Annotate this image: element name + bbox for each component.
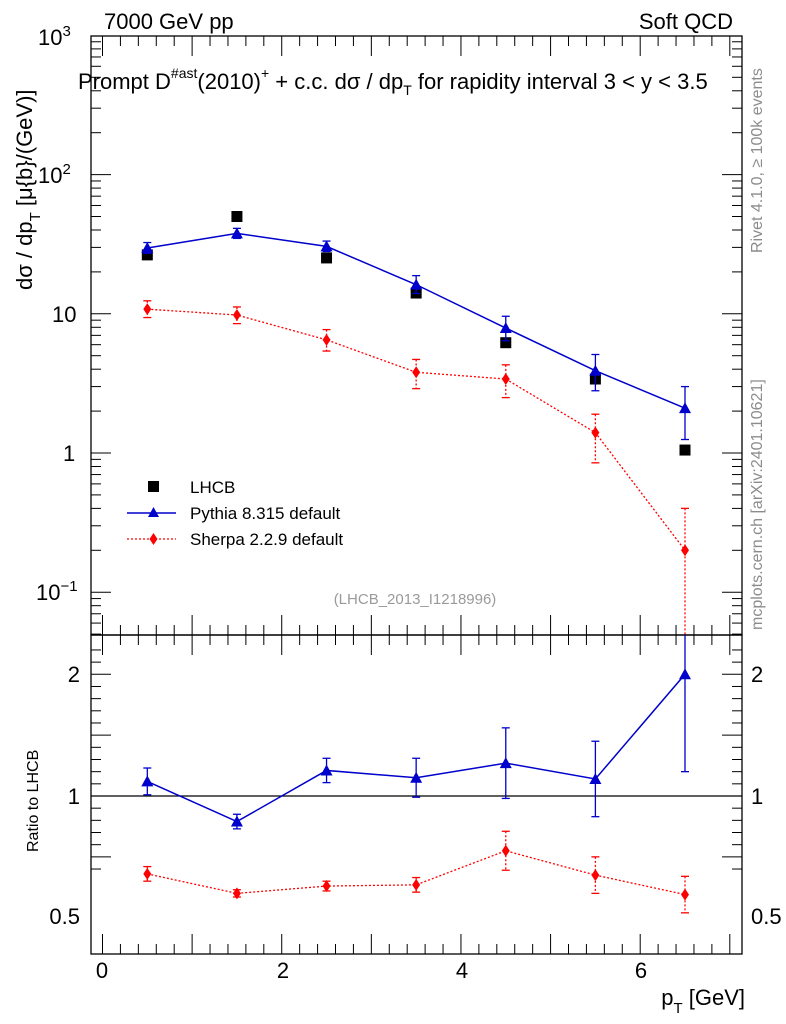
legend-label-lhcb: LHCB <box>190 478 235 497</box>
main-sherpa-point <box>322 333 331 346</box>
main-pythia-point <box>679 402 691 414</box>
ratio-pythia-point <box>589 772 602 784</box>
ratio-pythia-point <box>320 764 333 776</box>
legend-marker-pythia <box>148 507 159 517</box>
legend-entry-pythia: Pythia 8.315 default <box>127 504 341 523</box>
legend-label-pythia: Pythia 8.315 default <box>190 504 341 523</box>
main-axis-ticks <box>91 36 742 635</box>
ratio-y-tick-1: 1 <box>68 784 80 809</box>
x-axis-label: pT [GeV] <box>661 985 745 1017</box>
legend-label-sherpa: Sherpa 2.2.9 default <box>190 530 343 549</box>
x-tick-2: 2 <box>277 958 289 983</box>
ratio-y-tick-labels-left: 0.5 1 2 <box>49 662 80 929</box>
main-pythia-point <box>499 322 512 334</box>
x-tick-6: 6 <box>635 958 647 983</box>
x-tick-labels: 0 2 4 6 <box>96 958 647 983</box>
chart-title: Prompt D#ast(2010)+ + c.c. dσ / dpT for … <box>78 65 708 98</box>
ratio-y-tick-0.5: 0.5 <box>49 904 80 929</box>
y-tick-label-1e2: 102 <box>38 161 71 188</box>
ratio-pythia-point <box>410 771 423 783</box>
y-tick-label-1e3: 103 <box>38 23 71 50</box>
main-lhcb-point <box>231 211 243 223</box>
legend-marker-lhcb <box>148 481 159 492</box>
ratio-pythia-point <box>679 668 691 680</box>
ratio-sherpa-point <box>322 880 331 893</box>
ratio-pythia-line <box>147 673 686 823</box>
rivet-version-label: Rivet 4.1.0, ≥ 100k events <box>749 68 766 253</box>
ratio-data-layer <box>141 635 691 914</box>
main-data-layer <box>141 211 691 635</box>
main-sherpa-point <box>681 544 689 557</box>
analysis-annotation: (LHCB_2013_I1218996) <box>334 591 497 608</box>
main-sherpa-point <box>412 366 421 379</box>
main-frame <box>90 35 743 636</box>
main-lhcb-point <box>679 444 691 456</box>
ratio-y-tick-1-right: 1 <box>751 784 763 809</box>
process-label: Soft QCD <box>639 9 733 34</box>
main-pythia-point <box>410 278 423 290</box>
ratio-y-tick-2-right: 2 <box>751 662 763 687</box>
ratio-y-tick-2: 2 <box>68 662 80 687</box>
main-pythia-point <box>589 364 602 376</box>
legend-marker-sherpa <box>149 533 158 545</box>
ratio-sherpa-point <box>143 867 152 880</box>
x-tick-4: 4 <box>456 958 468 983</box>
ratio-panel: 0.5 1 2 0.5 1 2 0 2 4 6 Ratio to LHCB pT… <box>25 634 782 1017</box>
mcplots-source-label: mcplots.cern.ch [arXiv:2401.10621] <box>749 379 766 630</box>
ratio-sherpa-point <box>412 878 421 891</box>
ratio-sherpa-point <box>591 869 600 882</box>
main-lhcb-point <box>321 252 333 264</box>
ratio-y-tick-0.5-right: 0.5 <box>751 904 782 929</box>
main-y-axis-label: dσ / dpT [μ{b}/(GeV)] <box>12 89 44 290</box>
ratio-pythia-point <box>230 815 243 827</box>
ratio-sherpa-point <box>681 888 689 901</box>
y-tick-label-10: 10 <box>52 302 76 327</box>
main-pythia-point <box>320 240 333 252</box>
main-sherpa-point <box>143 303 152 316</box>
main-lhcb-point <box>141 249 153 261</box>
y-tick-label-1: 1 <box>63 441 75 466</box>
ratio-sherpa-point <box>232 887 241 900</box>
energy-label: 7000 GeV pp <box>104 9 234 34</box>
ratio-y-tick-labels-right: 0.5 1 2 <box>751 662 782 929</box>
ratio-sherpa-point <box>501 844 510 857</box>
legend-entry-lhcb: LHCB <box>148 478 235 497</box>
ratio-pythia-point <box>141 775 154 787</box>
main-sherpa-point <box>232 309 241 322</box>
main-lhcb-point <box>500 337 512 349</box>
legend: LHCB Pythia 8.315 default Sherpa 2.2.9 d… <box>127 478 343 549</box>
main-sherpa-point <box>591 426 600 439</box>
main-panel: 10−1 1 10 102 103 Prompt D#ast(2010)+ + … <box>12 23 743 636</box>
x-tick-0: 0 <box>96 958 108 983</box>
legend-entry-sherpa: Sherpa 2.2.9 default <box>127 530 343 549</box>
y-tick-label-1e-1: 10−1 <box>36 578 78 605</box>
ratio-y-axis-label: Ratio to LHCB <box>25 750 42 852</box>
main-y-tick-labels: 10−1 1 10 102 103 <box>36 23 78 605</box>
main-pythia-line <box>147 232 686 409</box>
ratio-pythia-point <box>499 757 512 769</box>
main-pythia-point <box>230 227 243 239</box>
main-pythia-point <box>141 241 154 253</box>
main-sherpa-point <box>501 373 510 386</box>
ratio-frame <box>90 634 743 955</box>
ratio-axis-ticks <box>91 635 742 954</box>
